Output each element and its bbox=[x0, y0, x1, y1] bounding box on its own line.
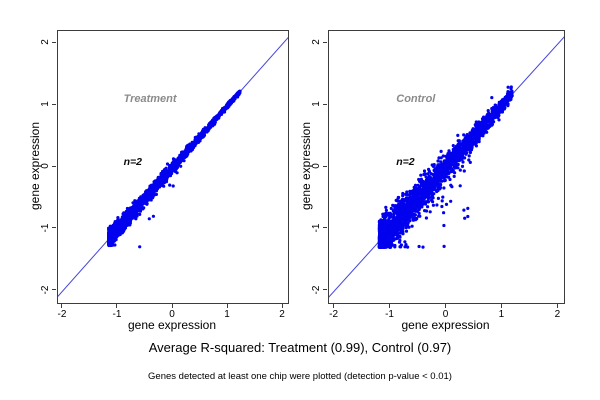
treatment-plot-area bbox=[57, 30, 289, 304]
x-tick-label: 0 bbox=[169, 309, 175, 320]
treatment-panel-title: Treatment bbox=[123, 93, 177, 106]
x-tick-label: -2 bbox=[57, 309, 67, 320]
control-panel-title: Control bbox=[396, 93, 436, 106]
y-tick-mark bbox=[52, 289, 56, 291]
treatment-scatter bbox=[58, 37, 288, 297]
y-tick-mark bbox=[323, 289, 327, 291]
y-tick-mark bbox=[52, 41, 56, 43]
y-tick-mark bbox=[323, 41, 327, 43]
caption: Average R-squared: Treatment (0.99), Con… bbox=[148, 340, 452, 355]
x-tick-mark bbox=[445, 304, 446, 308]
y-tick-label: 0 bbox=[311, 163, 322, 169]
y-tick-label: -2 bbox=[40, 285, 51, 295]
y-tick-mark bbox=[52, 227, 56, 229]
y-tick-mark bbox=[323, 227, 327, 229]
control-n-annotation: n=2 bbox=[396, 155, 415, 168]
y-tick-mark bbox=[52, 103, 56, 105]
y-tick-label: 1 bbox=[40, 101, 51, 107]
treatment-n-annotation: n=2 bbox=[123, 155, 142, 168]
x-tick-mark bbox=[226, 304, 228, 308]
x-tick-mark bbox=[116, 304, 118, 308]
treatment-x-axis-label: gene expression bbox=[127, 318, 217, 332]
x-tick-mark bbox=[281, 304, 283, 308]
y-tick-label: -1 bbox=[311, 223, 322, 233]
y-tick-mark bbox=[323, 103, 327, 105]
y-tick-label: 0 bbox=[40, 163, 51, 169]
x-tick-label: -1 bbox=[385, 309, 394, 320]
x-tick-mark bbox=[333, 304, 335, 308]
y-tick-label: -2 bbox=[311, 285, 322, 295]
y-tick-label: 2 bbox=[311, 39, 322, 46]
control-scatter bbox=[329, 36, 564, 298]
y-tick-mark bbox=[52, 165, 56, 167]
x-tick-mark bbox=[389, 304, 391, 308]
control-x-axis-label: gene expression bbox=[401, 318, 490, 332]
x-tick-mark bbox=[500, 304, 502, 308]
x-tick-label: 2 bbox=[554, 309, 561, 320]
y-tick-label: 2 bbox=[40, 39, 51, 46]
y-tick-mark bbox=[323, 165, 327, 167]
x-tick-mark bbox=[556, 304, 558, 308]
x-tick-label: 2 bbox=[279, 309, 285, 320]
x-tick-label: -2 bbox=[329, 309, 339, 320]
x-tick-label: -1 bbox=[112, 309, 122, 320]
y-tick-label: 1 bbox=[311, 101, 322, 107]
x-tick-label: 0 bbox=[442, 309, 449, 320]
control-plot-area bbox=[328, 30, 565, 304]
y-tick-label: -1 bbox=[40, 223, 51, 233]
footnote: Genes detected at least one chip were pl… bbox=[148, 371, 452, 382]
x-tick-label: 1 bbox=[498, 309, 505, 320]
x-tick-mark bbox=[171, 304, 173, 308]
x-tick-mark bbox=[61, 304, 63, 308]
x-tick-label: 1 bbox=[224, 309, 230, 320]
